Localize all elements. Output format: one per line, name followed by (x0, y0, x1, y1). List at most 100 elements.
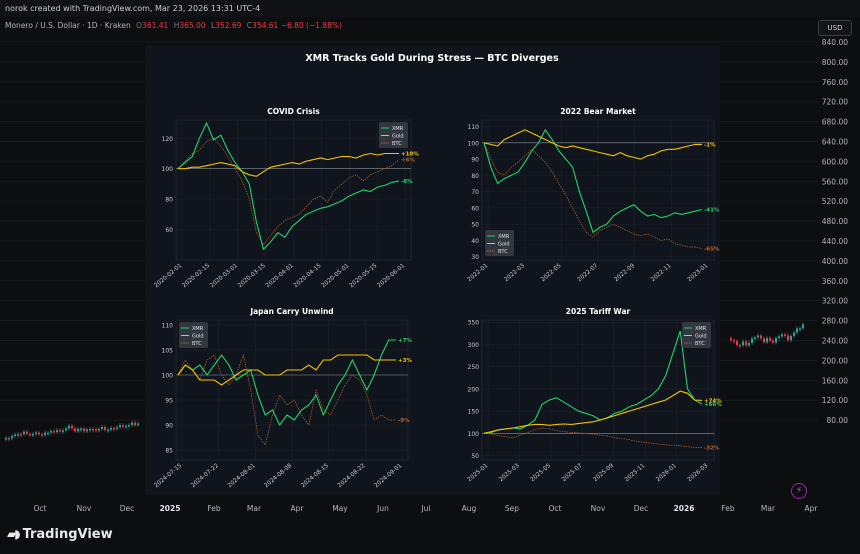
candle-body (772, 340, 774, 343)
subplot-title: 2025 Tariff War (566, 307, 631, 316)
candle-body (26, 431, 28, 434)
candle-body (80, 428, 82, 431)
y-tick-label: 60 (165, 227, 173, 234)
series-line-xmr (483, 330, 703, 434)
legend-label-xmr: XMR (695, 326, 707, 332)
candle-body (790, 336, 792, 341)
y-tick-label: 95 (165, 398, 173, 405)
y-tick-label: 100 (162, 166, 174, 173)
candle-body (14, 434, 16, 437)
end-label-xmr: +7% (398, 338, 412, 344)
end-label-gold: +3% (398, 358, 412, 364)
y-tick-label: 50 (471, 453, 479, 460)
price-axis-label: 760.00 (822, 78, 848, 87)
candle-body (110, 427, 112, 430)
price-axis-label: 800.00 (822, 58, 848, 67)
candle-body (122, 425, 124, 427)
candle-body (802, 324, 804, 329)
price-axis-label: 560.00 (822, 177, 848, 186)
candle-body (53, 431, 55, 433)
price-axis-label: 280.00 (822, 317, 848, 326)
price-axis-label: 440.00 (822, 237, 848, 246)
candle-body (799, 328, 801, 330)
candle-body (83, 428, 85, 432)
symbol-info-bar[interactable]: Monero / U.S. Dollar · 1D · Kraken O361.… (0, 17, 820, 35)
candle-body (113, 427, 115, 430)
price-axis-label: 360.00 (822, 277, 848, 286)
candle-body (763, 338, 765, 343)
y-tick-label: 40 (471, 238, 479, 245)
open-label: O (136, 21, 143, 30)
y-tick-label: 110 (162, 323, 174, 330)
candle-body (38, 432, 40, 435)
y-tick-label: 250 (468, 364, 480, 371)
end-label-xmr: -41% (704, 208, 720, 214)
y-tick-label: 120 (162, 136, 174, 143)
time-axis-label: Aug (462, 504, 477, 513)
candle-body (41, 434, 43, 436)
series-line-gold (178, 152, 399, 177)
candle-body (733, 340, 735, 342)
candle-body (781, 334, 783, 337)
series-line-gold (177, 354, 396, 386)
time-axis-label: 2026 (674, 504, 695, 513)
flash-icon[interactable]: ⚡ (791, 483, 807, 499)
end-label-btc: -9% (398, 418, 410, 424)
y-tick-label: 80 (165, 197, 173, 204)
candle-body (47, 432, 49, 435)
y-tick-label: 90 (165, 423, 173, 430)
time-axis-label: Nov (591, 504, 606, 513)
y-tick-label: 110 (468, 124, 480, 131)
candle-body (50, 431, 52, 433)
subplot-4: 2025 Tariff War501001502002503003502025-… (467, 307, 722, 483)
high-label: H (173, 21, 180, 30)
y-tick-label: 200 (468, 386, 480, 393)
price-axis-label: 240.00 (822, 337, 848, 346)
price-axis-label: 640.00 (822, 138, 848, 147)
y-tick-label: 90 (471, 157, 479, 164)
candle-body (125, 425, 127, 428)
candle-body (92, 428, 94, 431)
price-axis-label: 80.00 (827, 416, 849, 425)
time-axis-label: Nov (77, 504, 92, 513)
legend-label-btc: BTC (695, 341, 705, 347)
candle-body (29, 433, 31, 436)
end-label-gold: +10% (401, 151, 419, 157)
candle-body (101, 426, 103, 429)
series-line-btc (177, 353, 396, 446)
legend-label-gold: Gold (192, 333, 204, 339)
close-label: C (246, 21, 253, 30)
candle-body (65, 428, 67, 431)
time-axis-label: Dec (120, 504, 135, 513)
time-axis-label: Apr (805, 504, 819, 513)
tradingview-logo[interactable]: ▰◗ TradingView (7, 527, 113, 542)
series-line-xmr (177, 339, 396, 427)
candle-body (739, 344, 741, 347)
currency-button[interactable]: USD (818, 20, 852, 36)
candle-body (104, 426, 106, 430)
high-value: 365.00 (179, 21, 206, 30)
price-axis-label: 320.00 (822, 297, 848, 306)
y-tick-label: 350 (468, 320, 480, 327)
candle-body (796, 328, 798, 333)
candle-body (730, 338, 732, 341)
legend-label-gold: Gold (392, 133, 404, 139)
legend-label-xmr: XMR (498, 234, 510, 240)
subplot-title: Japan Carry Unwind (249, 307, 333, 316)
time-axis-label: Mar (761, 504, 776, 513)
candle-body (119, 425, 121, 428)
time-axis-label: May (332, 504, 348, 513)
candle-body (116, 427, 118, 429)
end-label-gold: -1% (704, 142, 716, 148)
candle-body (71, 425, 73, 429)
symbol-name[interactable]: Monero / U.S. Dollar · 1D · Kraken (5, 21, 131, 30)
candle-body (35, 432, 37, 435)
end-label-gold: +74% (704, 398, 722, 404)
price-candles (5, 322, 804, 442)
subplot-title: 2022 Bear Market (560, 107, 636, 116)
end-label-btc: -65% (704, 247, 720, 253)
end-label-btc: -32% (704, 446, 720, 452)
y-tick-label: 100 (162, 373, 174, 380)
